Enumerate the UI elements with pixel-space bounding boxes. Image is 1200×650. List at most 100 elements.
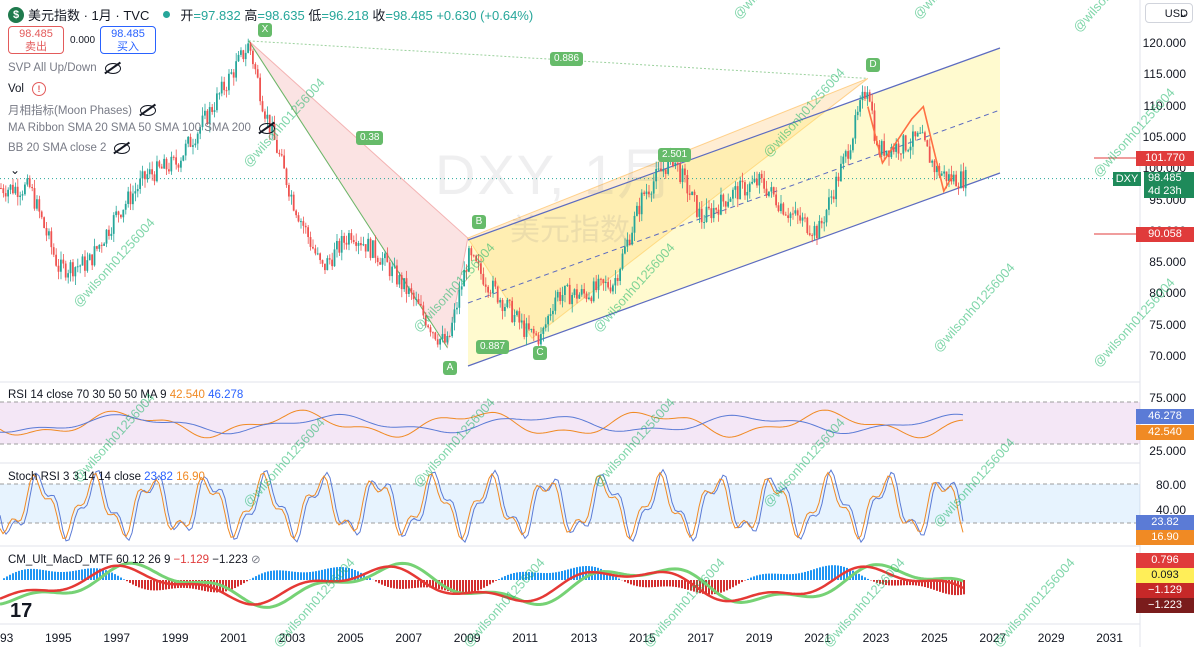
macd-histogram-bar <box>660 580 662 587</box>
macd-histogram-bar <box>831 565 833 580</box>
candle-body <box>727 202 729 207</box>
indicator-vol[interactable]: Vol! <box>8 82 46 96</box>
indicator-ribbon[interactable]: MA Ribbon SMA 20 SMA 50 SMA 100 SMA 200 <box>8 122 275 134</box>
stoch-axis-label: 80.00 <box>1156 478 1186 492</box>
candle-body <box>744 182 746 195</box>
warning-icon[interactable]: ! <box>32 82 46 96</box>
indicator-bb[interactable]: BB 20 SMA close 2 <box>8 142 130 154</box>
hidden-eye-icon[interactable] <box>114 143 130 154</box>
macd-histogram-bar <box>564 570 566 580</box>
candle-body <box>134 191 136 193</box>
candle-body <box>612 285 614 291</box>
macd-histogram-bar <box>792 574 794 580</box>
candle-body <box>79 266 81 267</box>
candle-body <box>384 254 386 259</box>
candle-body <box>929 146 931 162</box>
macd-histogram-bar <box>519 572 521 580</box>
candle-body <box>792 214 794 215</box>
candle-body <box>535 333 537 334</box>
stoch-legend[interactable]: Stoch RSI 3 3 14 14 close 23.82 16.90 <box>8 471 205 483</box>
candle-body <box>94 246 96 265</box>
hidden-eye-icon[interactable] <box>259 123 275 134</box>
price-axis-label: 75.000 <box>1149 318 1186 332</box>
indicator-moon[interactable]: 月相指标(Moon Phases) <box>8 102 156 118</box>
macd-histogram-bar <box>381 580 383 585</box>
candle-body <box>581 289 583 295</box>
candle-body <box>446 336 448 342</box>
candle-body <box>494 281 496 287</box>
symbol-title[interactable]: 美元指数 · 1月 · TVC <box>28 5 149 24</box>
candle-body <box>401 275 403 289</box>
rsi-band <box>0 402 1140 444</box>
candle-body <box>379 262 381 265</box>
legend-header: $ 美元指数 · 1月 · TVC 开=97.832 高=98.635 低=96… <box>8 5 533 24</box>
macd-histogram-bar <box>657 580 659 587</box>
macd-histogram-bar <box>405 580 407 589</box>
spread-value: 0.000 <box>70 35 95 46</box>
candle-body <box>814 226 816 236</box>
macd-histogram-bar <box>885 580 887 585</box>
candle-body <box>845 151 847 157</box>
candle-body <box>955 175 957 187</box>
candle-body <box>422 305 424 315</box>
indicator-svp[interactable]: SVP All Up/Down <box>8 62 121 74</box>
candle-body <box>180 161 182 168</box>
candle-body <box>761 174 763 178</box>
candle-body <box>127 192 129 204</box>
rsi-legend[interactable]: RSI 14 close 70 30 50 50 MA 9 42.540 46.… <box>8 389 243 401</box>
time-axis-label: 2007 <box>395 631 422 645</box>
candle-body <box>151 169 153 174</box>
candle-body <box>737 186 739 199</box>
candle-body <box>262 101 264 111</box>
macd-tag: 0.796 <box>1136 553 1194 568</box>
macd-histogram-bar <box>507 575 509 580</box>
candle-body <box>742 181 744 182</box>
candle-body <box>559 292 561 301</box>
candle-body <box>314 248 316 253</box>
candle-body <box>461 286 463 289</box>
candle-body <box>386 254 388 263</box>
candle-body <box>811 235 813 236</box>
tradingview-logo[interactable]: 17 <box>10 600 32 623</box>
macd-legend[interactable]: CM_Ult_MacD_MTF 60 12 26 9 −1.129 −1.223… <box>8 552 261 566</box>
candle-body <box>578 295 580 299</box>
candle-body <box>14 187 16 194</box>
macd-histogram-bar <box>858 574 860 580</box>
candle-body <box>178 165 180 168</box>
candle-body <box>614 278 616 285</box>
time-axis-label: 1997 <box>103 631 130 645</box>
candle-body <box>943 171 945 173</box>
collapse-chevron-icon[interactable]: ⌄ <box>10 163 20 177</box>
candle-body <box>48 231 50 235</box>
macd-histogram-bar <box>249 579 251 580</box>
macd-histogram-bar <box>645 580 647 587</box>
candle-body <box>799 215 801 220</box>
candle-body <box>516 311 518 315</box>
macd-histogram-bar <box>762 574 764 580</box>
candle-body <box>487 287 489 293</box>
candle-body <box>82 256 84 265</box>
candle-body <box>850 150 852 158</box>
candle-body <box>826 210 828 223</box>
candle-body <box>41 212 43 218</box>
candle-body <box>281 154 283 155</box>
candle-body <box>540 334 542 344</box>
macd-histogram-bar <box>3 578 5 580</box>
candle-body <box>50 231 52 247</box>
candle-body <box>437 339 439 344</box>
candle-body <box>158 161 160 166</box>
hidden-eye-icon[interactable] <box>140 105 156 116</box>
macd-histogram-bar <box>120 578 122 580</box>
hidden-eye-icon[interactable] <box>105 63 121 74</box>
candle-body <box>816 226 818 238</box>
time-axis-label: 2027 <box>979 631 1006 645</box>
macd-histogram-bar <box>21 570 23 580</box>
macd-histogram-bar <box>486 580 488 586</box>
macd-histogram-bar <box>540 573 542 580</box>
currency-select[interactable]: USD⌄ <box>1145 3 1193 23</box>
macd-histogram-bar <box>6 576 8 580</box>
candle-body <box>362 244 364 245</box>
